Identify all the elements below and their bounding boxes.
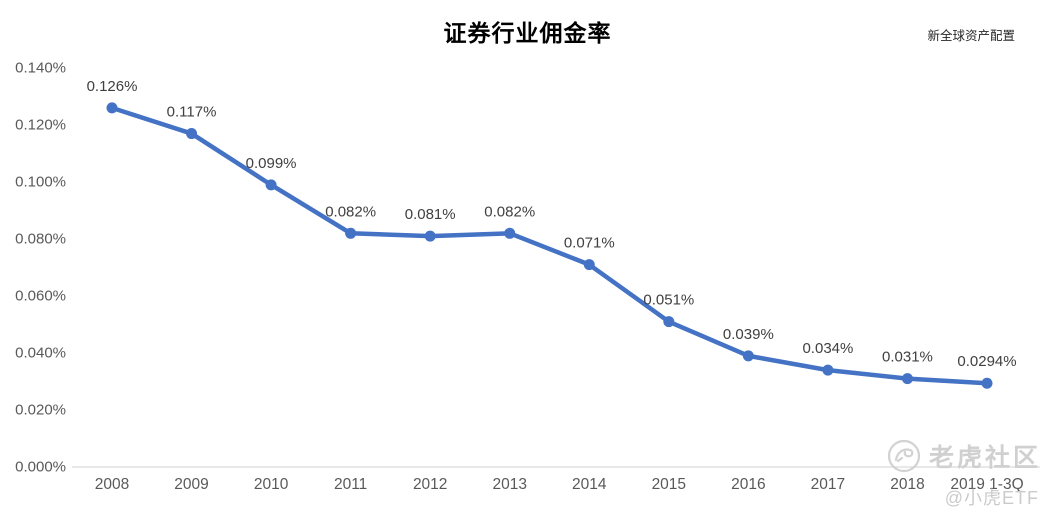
data-point-marker [663,316,675,328]
data-point-marker [822,364,834,376]
y-axis-tick-label: 0.000% [15,459,66,476]
y-axis-tick-label: 0.060% [15,288,66,305]
chart-title: 证券行业佣金率 [443,20,612,46]
y-axis-tick-label: 0.120% [15,117,66,134]
data-point-label: 0.039% [723,326,774,343]
x-axis-tick-label: 2010 [254,476,289,493]
data-point-label: 0.0294% [957,353,1016,370]
x-axis-tick-label: 2016 [731,476,765,493]
data-point-marker [424,230,436,242]
data-point-label: 0.081% [405,206,456,223]
data-point-label: 0.082% [484,203,535,220]
x-axis-tick-label: 2013 [492,476,526,493]
y-axis-tick-label: 0.100% [15,174,66,191]
data-point-marker [504,227,516,239]
data-point-marker [265,179,277,191]
x-axis-tick-label: 2018 [890,476,924,493]
data-point-marker [742,350,754,362]
x-axis-tick-label: 2014 [572,476,607,493]
data-point-marker [981,377,993,389]
x-axis-tick-label: 2009 [174,476,208,493]
x-axis-tick-label: 2011 [334,476,367,493]
x-axis-tick-label: 2019 1-3Q [950,476,1023,493]
x-axis-tick-label: 2012 [413,476,447,493]
data-point-marker [901,373,913,385]
data-point-label: 0.071% [564,235,615,252]
x-axis-tick-label: 2017 [811,476,845,493]
data-point-marker [186,128,198,140]
data-point-marker [345,227,357,239]
data-point-label: 0.051% [643,292,694,309]
x-axis-tick-label: 2015 [652,476,686,493]
chart-source-label: 新全球资产配置 [927,29,1015,43]
y-axis-tick-label: 0.140% [15,60,66,77]
y-axis-tick-label: 0.040% [15,345,66,362]
data-point-marker [583,259,595,271]
data-point-label: 0.031% [882,349,933,366]
data-point-label: 0.082% [325,203,376,220]
data-point-label: 0.034% [802,340,853,357]
y-axis-tick-label: 0.080% [15,231,66,248]
data-point-label: 0.117% [167,104,217,121]
x-axis-tick-label: 2008 [95,476,129,493]
data-point-label: 0.126% [87,78,138,95]
series-line [109,105,990,386]
data-point-label: 0.099% [246,155,297,172]
y-axis-tick-label: 0.020% [15,402,66,419]
data-point-marker [106,102,118,114]
